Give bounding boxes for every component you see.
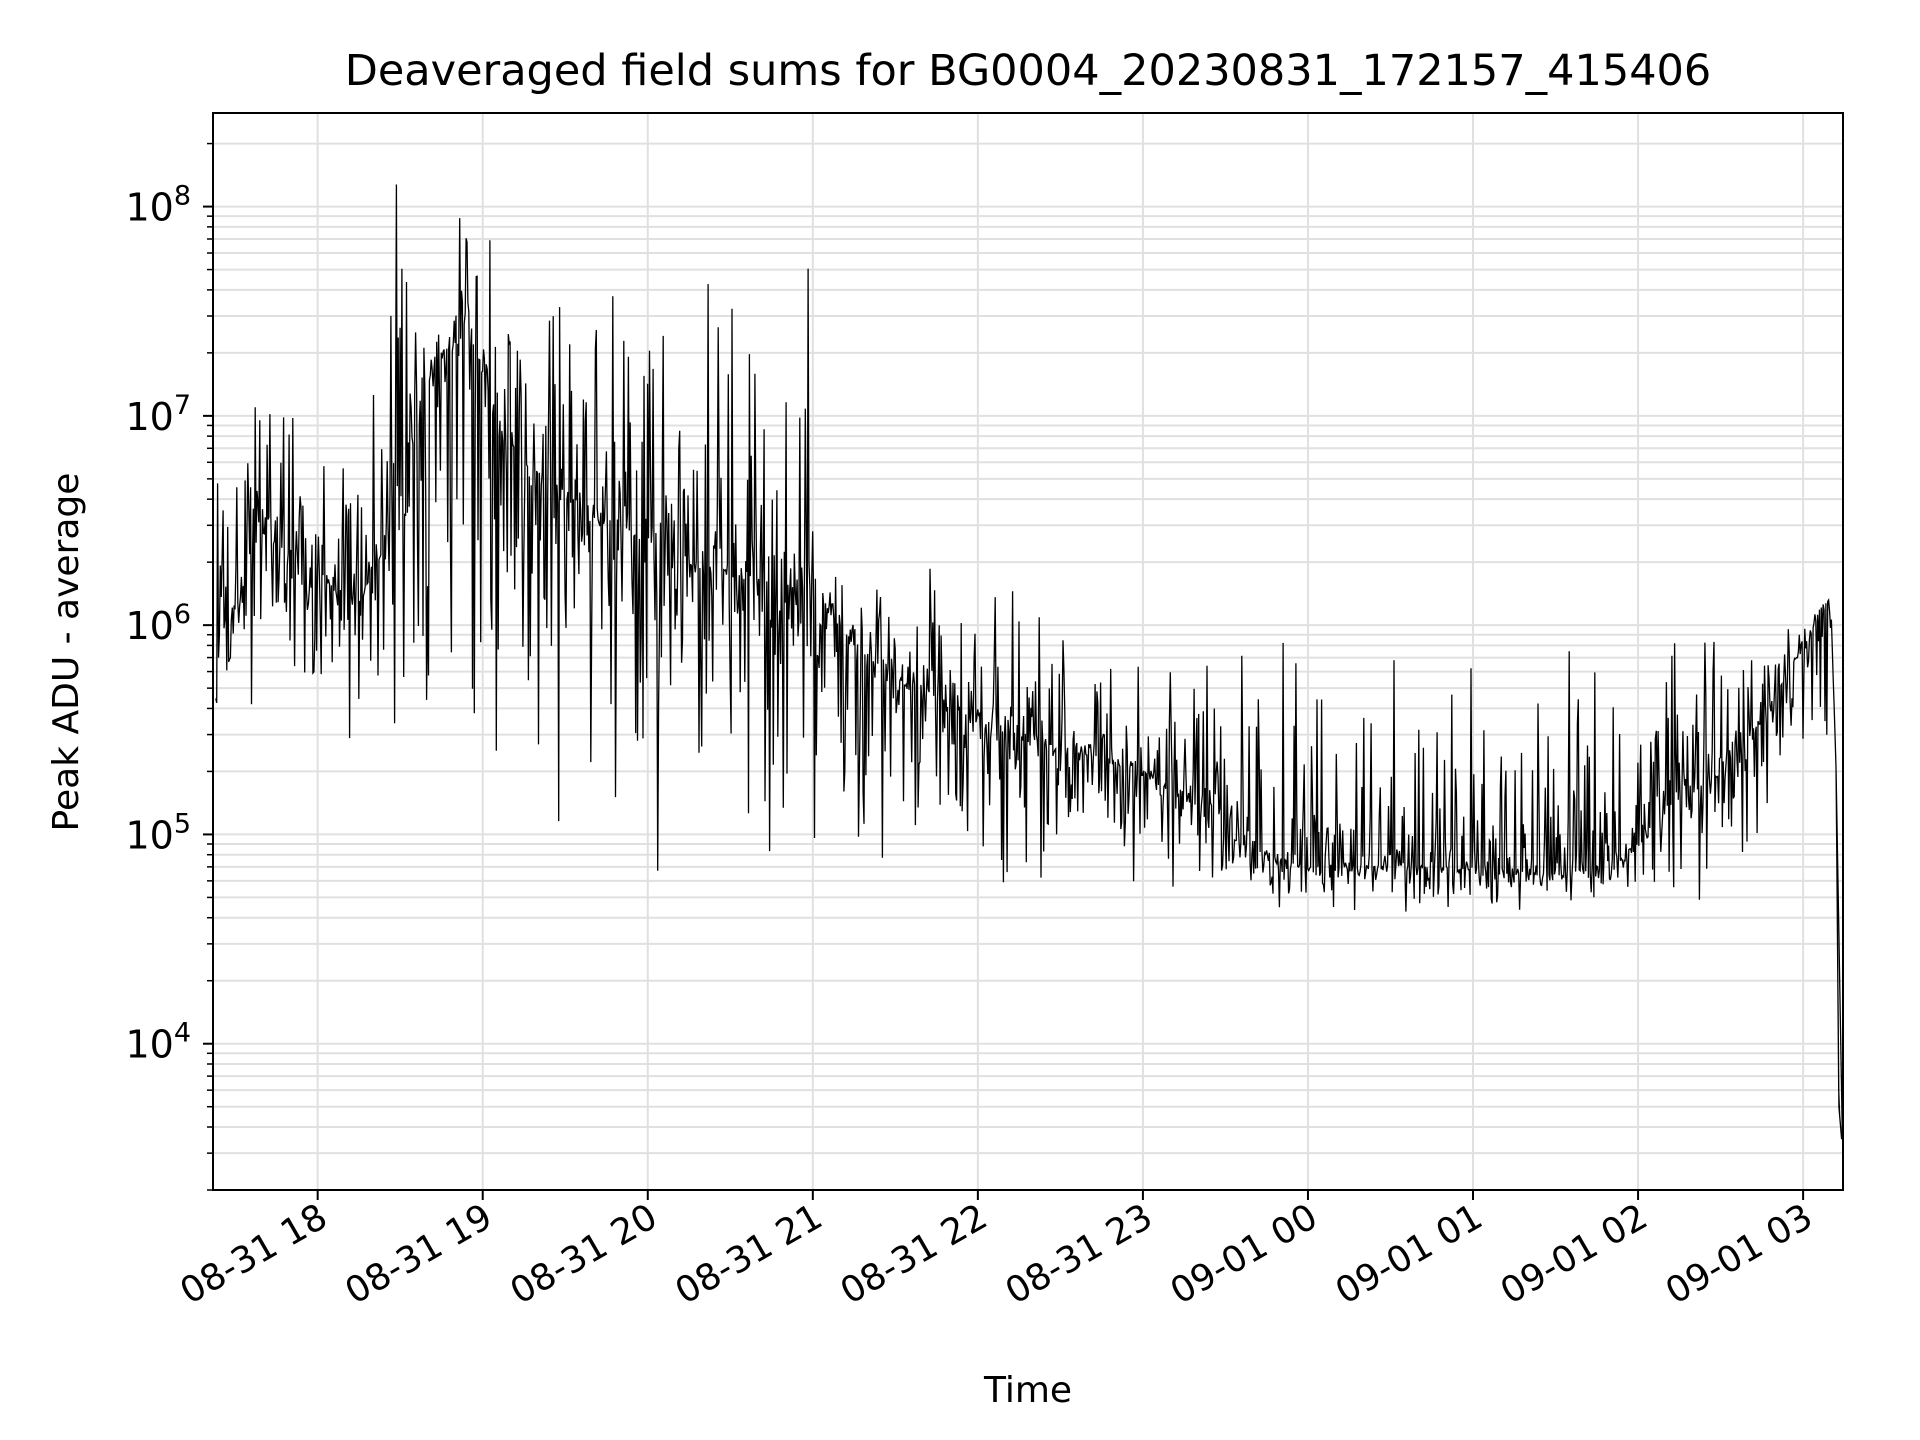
grid	[213, 113, 1843, 1191]
series-line	[215, 184, 1844, 1140]
series-path	[215, 184, 1844, 1140]
y-axis: 104 105 106 107 108	[125, 142, 213, 1191]
y-axis-label: Peak ADU - average	[46, 473, 87, 832]
plot-frame	[212, 112, 1844, 1191]
y-tick-label: 104	[125, 1018, 191, 1067]
x-tick-label: 08-31 18	[173, 1196, 334, 1312]
x-tick-label: 08-31 19	[339, 1196, 500, 1312]
chart-title: Deaveraged field sums for BG0004_2023083…	[345, 46, 1712, 96]
x-tick-label: 09-01 01	[1329, 1196, 1490, 1312]
y-tick-label: 107	[125, 390, 191, 439]
y-tick-label: 105	[125, 808, 191, 857]
x-tick-label: 08-31 23	[999, 1196, 1160, 1312]
y-tick-label: 108	[125, 181, 191, 230]
x-tick-label: 09-01 02	[1494, 1196, 1655, 1312]
x-tick-label: 09-01 00	[1164, 1196, 1325, 1312]
x-tick-label: 08-31 22	[834, 1196, 995, 1312]
x-tick-label: 09-01 03	[1659, 1196, 1820, 1312]
x-tick-label: 08-31 20	[504, 1196, 665, 1312]
x-axis-label: Time	[983, 1370, 1072, 1411]
x-tick-label: 08-31 21	[669, 1196, 830, 1312]
y-tick-label: 106	[125, 599, 191, 648]
x-axis: 08-31 18 08-31 19 08-31 20 08-31 21 08-31 22…	[173, 1190, 1820, 1313]
